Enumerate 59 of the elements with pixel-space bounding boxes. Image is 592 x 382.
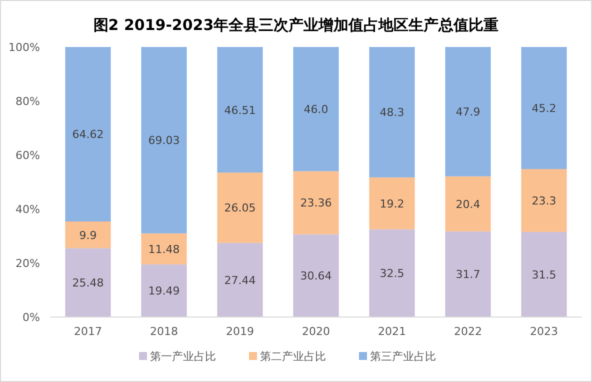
- x-tick-label: 2018: [150, 325, 178, 338]
- legend-label: 第三产业占比: [370, 350, 436, 363]
- data-label: 64.62: [72, 128, 104, 142]
- bar: [445, 176, 491, 232]
- data-label: 31.7: [456, 268, 480, 282]
- y-tick-label: 20%: [16, 257, 40, 270]
- data-label: 46.51: [224, 104, 256, 117]
- y-tick-label: 100%: [8, 41, 40, 54]
- x-tick-label: 2022: [454, 325, 482, 338]
- bar: [445, 231, 491, 317]
- bar: [217, 172, 263, 243]
- y-tick-label: 60%: [16, 149, 40, 162]
- bar: [65, 221, 111, 248]
- data-label: 69.03: [148, 134, 180, 148]
- x-tick-label: 2019: [226, 325, 254, 338]
- bar: [141, 264, 187, 317]
- bar: [217, 47, 263, 173]
- chart-title: 图2 2019-2023年全县三次产业增加值占地区生产总值比重: [93, 16, 499, 34]
- bar: [65, 248, 111, 317]
- bar: [141, 47, 187, 234]
- data-label: 11.48: [148, 242, 180, 256]
- bar: [521, 232, 567, 317]
- bar: [293, 171, 339, 234]
- bar: [217, 242, 263, 317]
- data-label: 46.0: [304, 103, 328, 116]
- bar: [445, 47, 491, 176]
- bar: [521, 47, 567, 170]
- data-label: 9.9: [79, 228, 97, 242]
- data-label: 31.5: [532, 268, 556, 282]
- y-tick-label: 80%: [16, 95, 40, 108]
- data-label: 19.49: [148, 284, 180, 298]
- bar: [369, 177, 415, 230]
- data-label: 32.5: [380, 267, 404, 280]
- x-tick-label: 2020: [302, 325, 330, 338]
- bar: [293, 47, 339, 172]
- x-tick-label: 2017: [74, 325, 102, 338]
- bar: [369, 229, 415, 317]
- x-tick-label: 2023: [530, 325, 558, 338]
- data-label: 23.36: [300, 196, 332, 210]
- data-label: 23.3: [532, 194, 556, 208]
- bar: [141, 233, 187, 264]
- data-label: 48.3: [380, 106, 404, 120]
- data-label: 25.48: [72, 276, 104, 290]
- legend-label: 第一产业占比: [150, 350, 216, 363]
- data-label: 27.44: [224, 274, 256, 287]
- data-label: 19.2: [380, 197, 404, 210]
- y-tick-label: 0%: [22, 311, 40, 324]
- data-label: 20.4: [456, 198, 480, 211]
- data-label: 47.9: [456, 106, 480, 119]
- data-label: 45.2: [532, 102, 556, 116]
- y-tick-label: 40%: [16, 203, 40, 216]
- bar: [65, 47, 111, 222]
- bar: [369, 47, 415, 178]
- data-label: 30.64: [300, 270, 332, 283]
- bar: [521, 169, 567, 232]
- legend-label: 第二产业占比: [260, 350, 326, 363]
- data-label: 26.05: [224, 202, 256, 215]
- x-tick-label: 2021: [378, 325, 406, 338]
- bar: [293, 234, 339, 317]
